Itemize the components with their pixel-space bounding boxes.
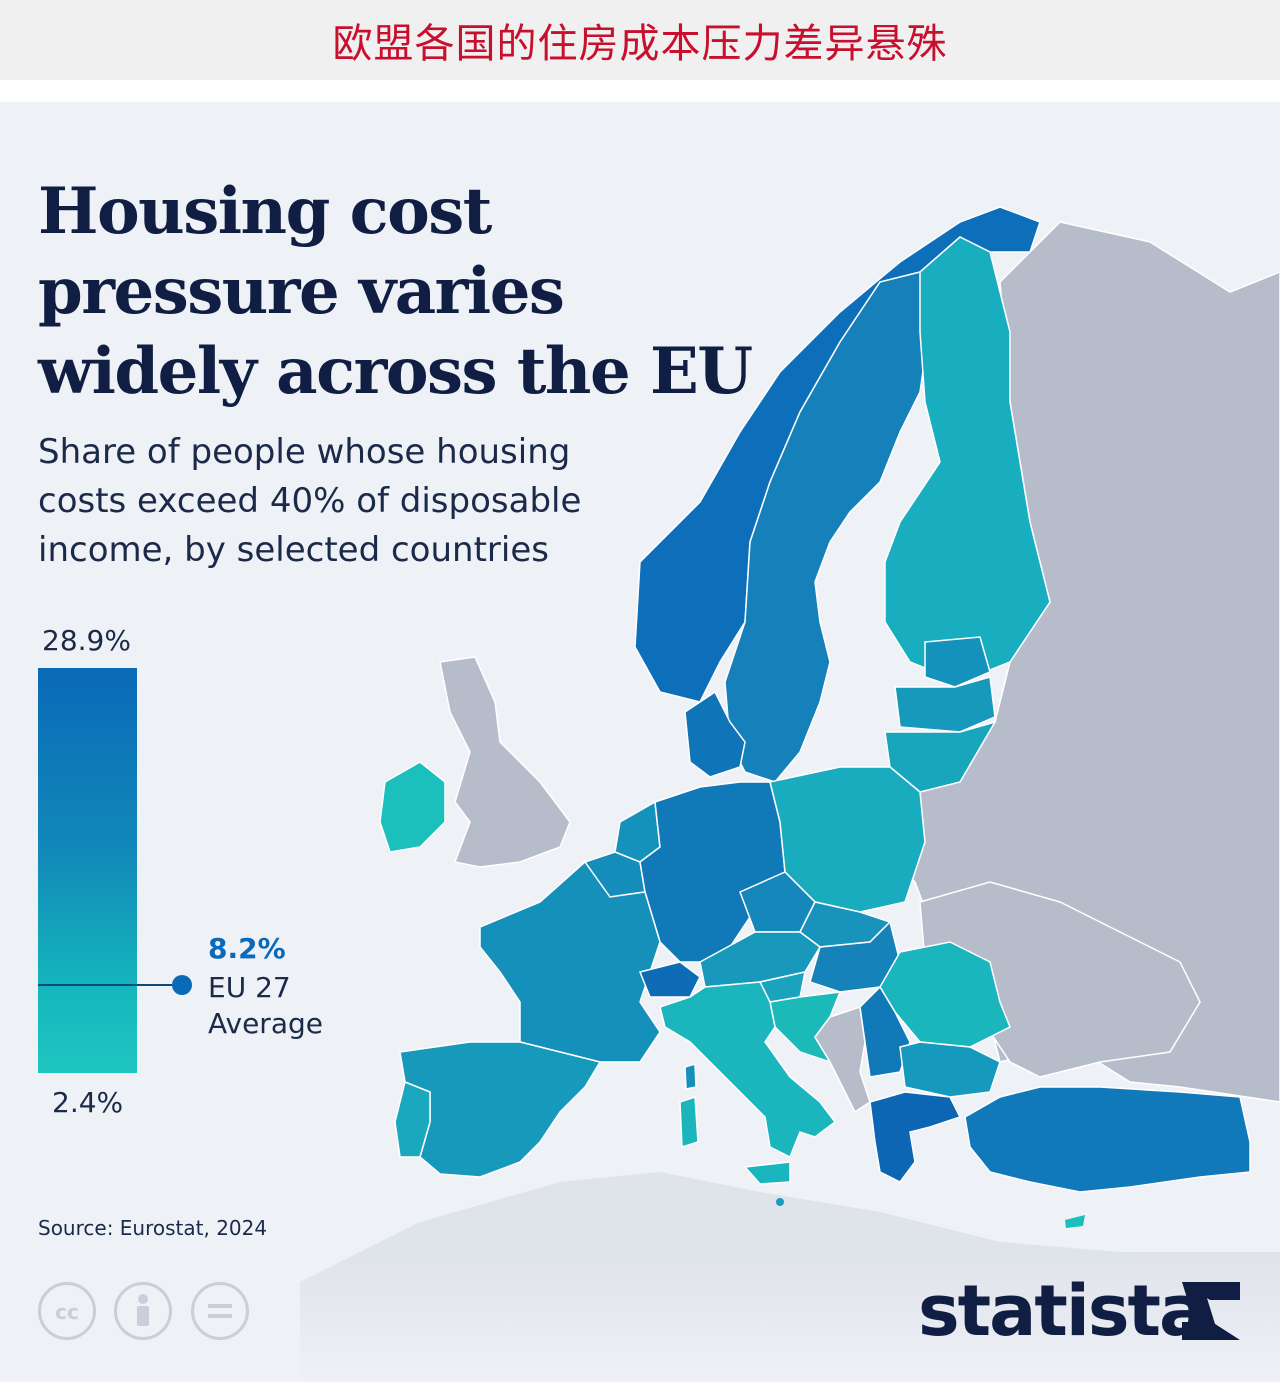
source-note: Source: Eurostat, 2024 <box>38 1216 268 1240</box>
turkey <box>964 1086 1251 1193</box>
legend-min-label: 2.4% <box>52 1086 124 1119</box>
average-marker-line <box>38 984 182 986</box>
average-label: EU 27 Average <box>208 971 323 1040</box>
western-balkans <box>814 1006 871 1114</box>
ireland <box>379 761 446 853</box>
switzerland <box>638 961 701 998</box>
united-kingdom <box>439 656 571 868</box>
corsica <box>684 1063 697 1090</box>
banner: 欧盟各国的住房成本压力差异悬殊 <box>0 0 1280 80</box>
legend-max-label: 28.9% <box>42 624 131 657</box>
bulgaria <box>899 1041 1001 1098</box>
legend-color-bar <box>38 668 137 1073</box>
sweden <box>724 271 931 783</box>
cc-icon[interactable]: cc <box>38 1282 96 1340</box>
cyprus <box>1065 1215 1085 1228</box>
latvia <box>894 676 996 733</box>
attribution-icon[interactable] <box>114 1282 172 1340</box>
statista-logo-icon[interactable] <box>1180 1280 1242 1342</box>
average-value: 8.2% <box>208 932 286 965</box>
no-derivatives-icon[interactable] <box>191 1282 249 1340</box>
infographic-subtitle: Share of people whose housing costs exce… <box>38 432 582 570</box>
estonia <box>924 636 991 688</box>
banner-title: 欧盟各国的住房成本压力差异悬殊 <box>332 21 948 67</box>
poland <box>769 766 926 913</box>
denmark <box>684 690 746 778</box>
sardinia <box>679 1095 699 1149</box>
infographic-card: Housing cost pressure varies widely acro… <box>0 102 1280 1382</box>
svg-text:cc: cc <box>55 1300 79 1324</box>
greece <box>869 1091 962 1183</box>
europe-map <box>0 206 1280 1382</box>
malta <box>776 1198 784 1206</box>
sicily <box>743 1161 791 1185</box>
statista-logo-text[interactable]: statista <box>918 1270 1206 1352</box>
portugal <box>394 1080 431 1158</box>
italy <box>659 981 837 1159</box>
infographic-title: Housing cost pressure varies widely acro… <box>38 174 753 409</box>
average-marker-dot <box>172 975 192 995</box>
france <box>479 860 661 1063</box>
